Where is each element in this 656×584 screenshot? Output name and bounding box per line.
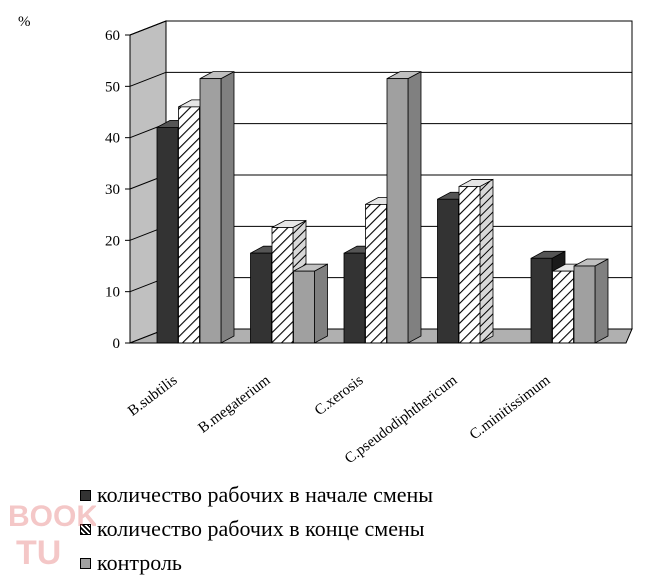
legend-label: количество рабочих в начале смены <box>97 482 434 507</box>
bar-front <box>156 127 179 344</box>
y-tick-label: 10 <box>105 285 120 301</box>
bar-front <box>386 78 409 344</box>
y-tick-label: 0 <box>113 336 121 352</box>
bar-side <box>479 178 494 344</box>
gridline <box>129 71 167 87</box>
legend-item: количество рабочих в конце смены <box>80 512 433 546</box>
bar-chart: 0 10 20 30 40 50 60 B.subtilis B.megaterium C.xe… <box>18 14 633 467</box>
bar-side <box>314 263 328 344</box>
bar-side <box>594 258 609 344</box>
bar-front <box>199 78 222 344</box>
bar <box>199 70 235 344</box>
legend: количество рабочих в начале смены количе… <box>80 478 433 580</box>
bar-front <box>573 265 596 344</box>
y-tick-label: 30 <box>105 182 120 198</box>
bar <box>573 258 609 344</box>
bar <box>386 70 422 344</box>
y-tick-label: 40 <box>105 131 120 147</box>
legend-item: количество рабочих в начале смены <box>80 478 433 512</box>
y-tick-label: 20 <box>105 233 120 249</box>
bar-front <box>271 227 294 344</box>
y-axis-unit: % <box>18 14 31 30</box>
legend-item: контроль <box>80 546 433 580</box>
svg-text:TU: TU <box>16 534 61 572</box>
svg-text:BOOK: BOOK <box>8 500 96 533</box>
x-tick-label: C.xerosis <box>312 372 367 419</box>
bars <box>156 70 609 344</box>
y-tick-label: 50 <box>105 79 120 95</box>
bar-side <box>220 70 235 344</box>
bar-front <box>250 252 272 344</box>
gridline <box>129 20 167 36</box>
bar-front <box>343 252 366 344</box>
bar <box>293 263 328 344</box>
x-axis-labels: B.subtilis B.megaterium C.xerosisC.pseudod… <box>125 372 553 467</box>
bar-front <box>178 106 200 344</box>
bar-front <box>365 203 387 344</box>
legend-swatch-start <box>80 489 91 501</box>
x-tick-label: C.minitissimum <box>467 372 554 443</box>
bar-front <box>552 270 574 344</box>
bar-front <box>458 186 481 344</box>
legend-swatch-control <box>80 557 91 569</box>
bar-front <box>530 257 553 344</box>
x-tick-label: B.megaterium <box>196 372 274 436</box>
watermark-logo: BOOK TU <box>8 500 96 572</box>
legend-swatch-end <box>80 523 91 535</box>
legend-label: контроль <box>97 550 182 575</box>
y-axis: 0 10 20 30 40 50 60 <box>105 28 600 352</box>
bar-front <box>293 270 315 344</box>
bar-front <box>437 198 459 344</box>
bar <box>458 178 494 344</box>
legend-label: количество рабочих в конце смены <box>97 516 425 541</box>
x-tick-label: B.subtilis <box>125 372 180 419</box>
bar-side <box>407 70 422 344</box>
y-tick-label: 60 <box>105 28 120 44</box>
